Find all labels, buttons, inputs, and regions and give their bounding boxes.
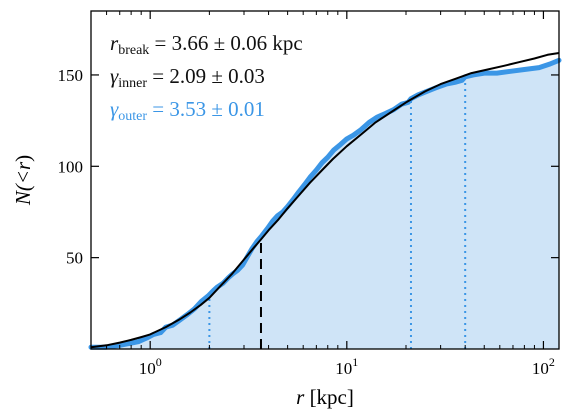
y-axis-variable: r [11, 161, 35, 170]
annotation-symbol: r [110, 31, 119, 55]
annotation-break: rbreak = 3.66 ± 0.06 kpc [110, 31, 303, 58]
x-tick-label: 101 [335, 355, 358, 378]
plot-frame [90, 10, 560, 350]
x-tick-base: 10 [532, 359, 549, 378]
annotation-symbol: γ [110, 64, 119, 88]
data-fill-area [91, 60, 559, 350]
x-tick-exponent: 2 [549, 355, 555, 369]
x-tick-base: 10 [139, 359, 156, 378]
annotation-value: = 2.09 ± 0.03 [147, 64, 265, 88]
x-tick-label: 100 [139, 355, 162, 378]
model-fit-line [90, 52, 560, 349]
x-axis-variable: r [296, 385, 305, 409]
ticks-layer [90, 11, 559, 349]
annotation-value: = 3.53 ± 0.01 [147, 97, 265, 121]
annotation-subscript: break [118, 43, 149, 58]
annotation-subscript: outer [118, 109, 147, 124]
annotation-inner: γinner = 2.09 ± 0.03 [110, 64, 265, 91]
x-tick-exponent: 1 [352, 355, 358, 369]
data-layer [88, 52, 562, 350]
y-tick-label: 50 [66, 249, 83, 268]
annotation-symbol: γ [110, 97, 119, 121]
annotation-outer: γouter = 3.53 ± 0.01 [110, 97, 265, 124]
annotation-value: = 3.66 ± 0.06 kpc [149, 31, 302, 55]
x-tick-label: 102 [532, 355, 555, 378]
y-tick-label: 100 [58, 157, 84, 176]
y-axis-label: N(<r) [11, 155, 35, 206]
y-axis-suffix: ) [11, 155, 35, 162]
x-axis-label: r [kpc] [296, 385, 354, 409]
y-axis-prefix: N(< [11, 170, 35, 206]
x-tick-exponent: 0 [156, 355, 162, 369]
x-axis-unit: [kpc] [304, 385, 354, 409]
x-tick-base: 10 [335, 359, 352, 378]
y-tick-label: 150 [58, 66, 84, 85]
annotation-subscript: inner [118, 76, 147, 91]
